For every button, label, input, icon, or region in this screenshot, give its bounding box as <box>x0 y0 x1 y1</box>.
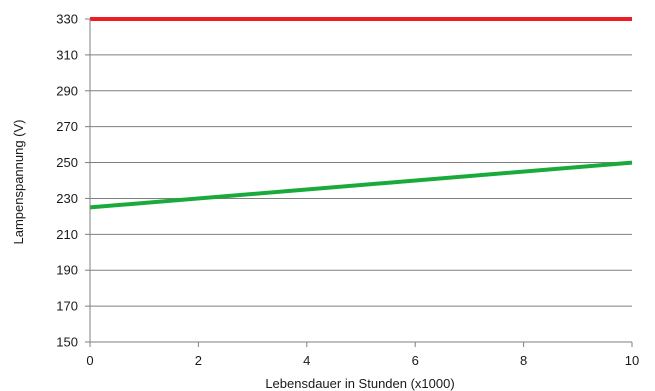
x-tick-label-4: 4 <box>303 353 310 368</box>
x-tick-label-6: 6 <box>412 353 419 368</box>
y-tick-label-310: 310 <box>56 47 78 62</box>
y-tick-label-150: 150 <box>56 335 78 350</box>
y-axis-title: Lampenspannung (V) <box>11 119 26 244</box>
x-axis-title: Lebensdauer in Stunden (x1000) <box>265 376 454 391</box>
y-tick-label-290: 290 <box>56 83 78 98</box>
y-tick-label-270: 270 <box>56 119 78 134</box>
grid-lines <box>90 18 632 307</box>
y-tick-label-250: 250 <box>56 155 78 170</box>
axes <box>85 18 633 347</box>
y-tick-label-170: 170 <box>56 299 78 314</box>
x-tick-label-10: 10 <box>625 353 639 368</box>
series-lines <box>89 17 633 210</box>
y-tick-label-230: 230 <box>56 191 78 206</box>
series-line-2 <box>89 160 633 210</box>
x-tick-label-0: 0 <box>86 353 93 368</box>
x-tick-label-2: 2 <box>195 353 202 368</box>
y-tick-label-190: 190 <box>56 263 78 278</box>
tick-labels: 150 170 190 210 230 250 270 290 310 330 0 2 4 6 8 10 <box>56 12 639 369</box>
y-tick-label-330: 330 <box>56 12 78 27</box>
x-tick-label-8: 8 <box>520 353 527 368</box>
y-tick-label-210: 210 <box>56 227 78 242</box>
